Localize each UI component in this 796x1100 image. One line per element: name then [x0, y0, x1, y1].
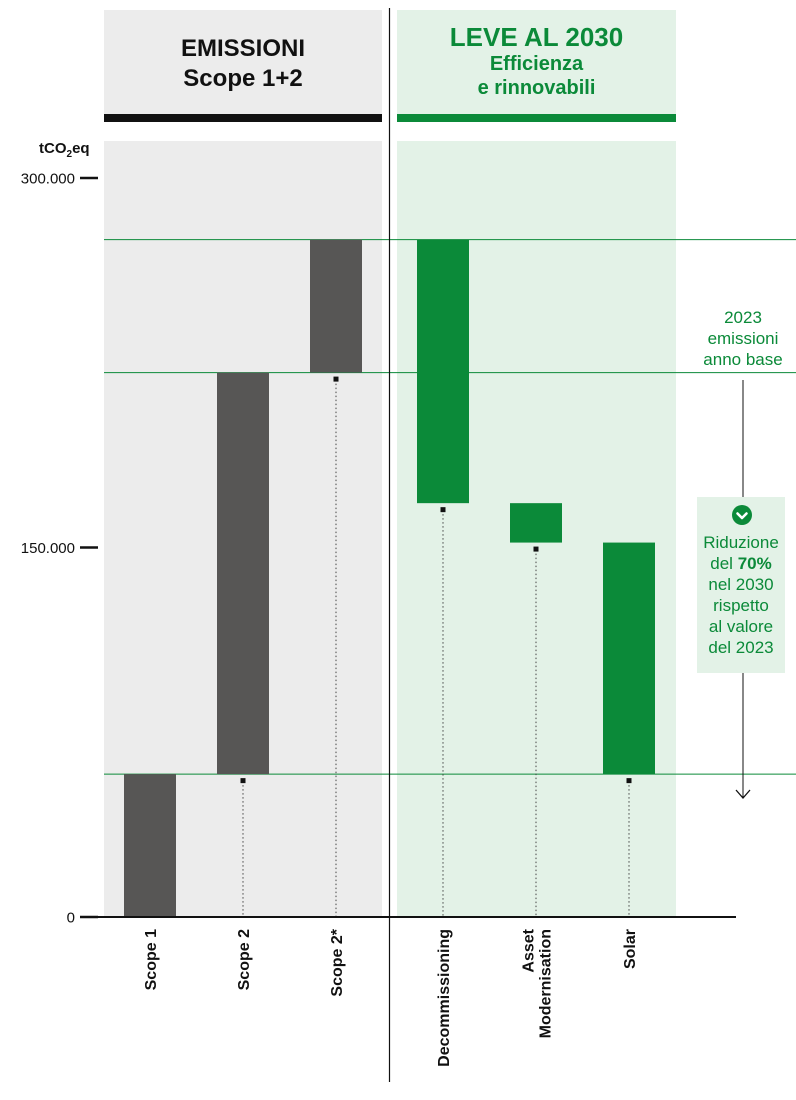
- y-tick-label-0: 0: [67, 910, 75, 927]
- x-label-0-0: Scope 1: [143, 929, 160, 990]
- x-label-group-4: Asset Modernisation: [521, 928, 555, 1038]
- baseline-annotation-text-2: anno base: [703, 350, 783, 369]
- levers-header-title: LEVE AL 2030: [449, 22, 624, 52]
- baseline-annotation-year: 2023: [724, 308, 762, 327]
- reduction-text-6: del 2023: [708, 638, 774, 657]
- arrow-down-icon: [735, 789, 751, 799]
- x-label-group-0: Scope 1: [143, 929, 160, 990]
- baseline-annotation: 2023 emissioni anno base: [700, 307, 786, 370]
- marker-scope-2: [333, 376, 339, 382]
- x-label-1-0: Scope 2: [236, 929, 253, 990]
- x-label-group-2: Scope 2*: [329, 928, 346, 996]
- check-circle-icon: [732, 505, 752, 525]
- levers-header-underline: [397, 114, 676, 122]
- x-label-group-5: Solar: [622, 929, 639, 969]
- emissions-header-title: EMISSIONI: [180, 35, 306, 62]
- marker-asset-modernisation: [533, 546, 539, 552]
- bar-solar: [603, 542, 655, 775]
- bar-asset-modernisation: [510, 503, 562, 543]
- marker-scope-2: [240, 778, 246, 784]
- x-label-group-3: Decommissioning: [436, 929, 453, 1067]
- bar-scope-2: [310, 239, 362, 373]
- levers-header: LEVE AL 2030 Efficienza e rinnovabili: [397, 10, 676, 114]
- x-label-4-1: Modernisation: [538, 929, 555, 1038]
- x-label-2-0: Scope 2*: [329, 928, 346, 996]
- x-label-group-1: Scope 2: [236, 929, 253, 990]
- reduction-text-3: nel 2030: [708, 575, 774, 594]
- reduction-percent: 70%: [737, 554, 772, 573]
- reduction-text-4: rispetto: [713, 596, 769, 615]
- emissions-header-underline: [104, 114, 382, 122]
- reduction-text-5: al valore: [708, 617, 774, 636]
- levers-header-subtitle-1: Efficienza: [489, 53, 584, 75]
- marker-solar: [626, 778, 632, 784]
- bar-decommissioning: [417, 239, 469, 504]
- bar-scope-1: [124, 774, 176, 917]
- y-axis-unit: tCO2eq: [39, 140, 90, 160]
- x-label-5-0: Solar: [622, 929, 639, 969]
- reduction-callout: [697, 497, 785, 673]
- x-label-3-0: Decommissioning: [436, 929, 453, 1067]
- y-tick-label-2: 300.000: [21, 171, 75, 188]
- reduction-text-1: Riduzione: [703, 533, 779, 552]
- emissions-header-subtitle: Scope 1+2: [183, 65, 303, 92]
- baseline-annotation-text-1: emissioni: [707, 329, 779, 348]
- marker-decommissioning: [440, 507, 446, 513]
- levers-header-subtitle-2: e rinnovabili: [477, 77, 596, 99]
- emissions-header: EMISSIONI Scope 1+2: [104, 10, 382, 114]
- reduction-text-2: del 70%: [710, 554, 772, 573]
- x-label-4-0: Asset: [521, 928, 538, 972]
- reduction-callout-text: Riduzione del 70% nel 2030 rispetto al v…: [697, 532, 785, 658]
- y-tick-label-1: 150.000: [21, 540, 75, 557]
- bar-scope-2: [217, 372, 269, 775]
